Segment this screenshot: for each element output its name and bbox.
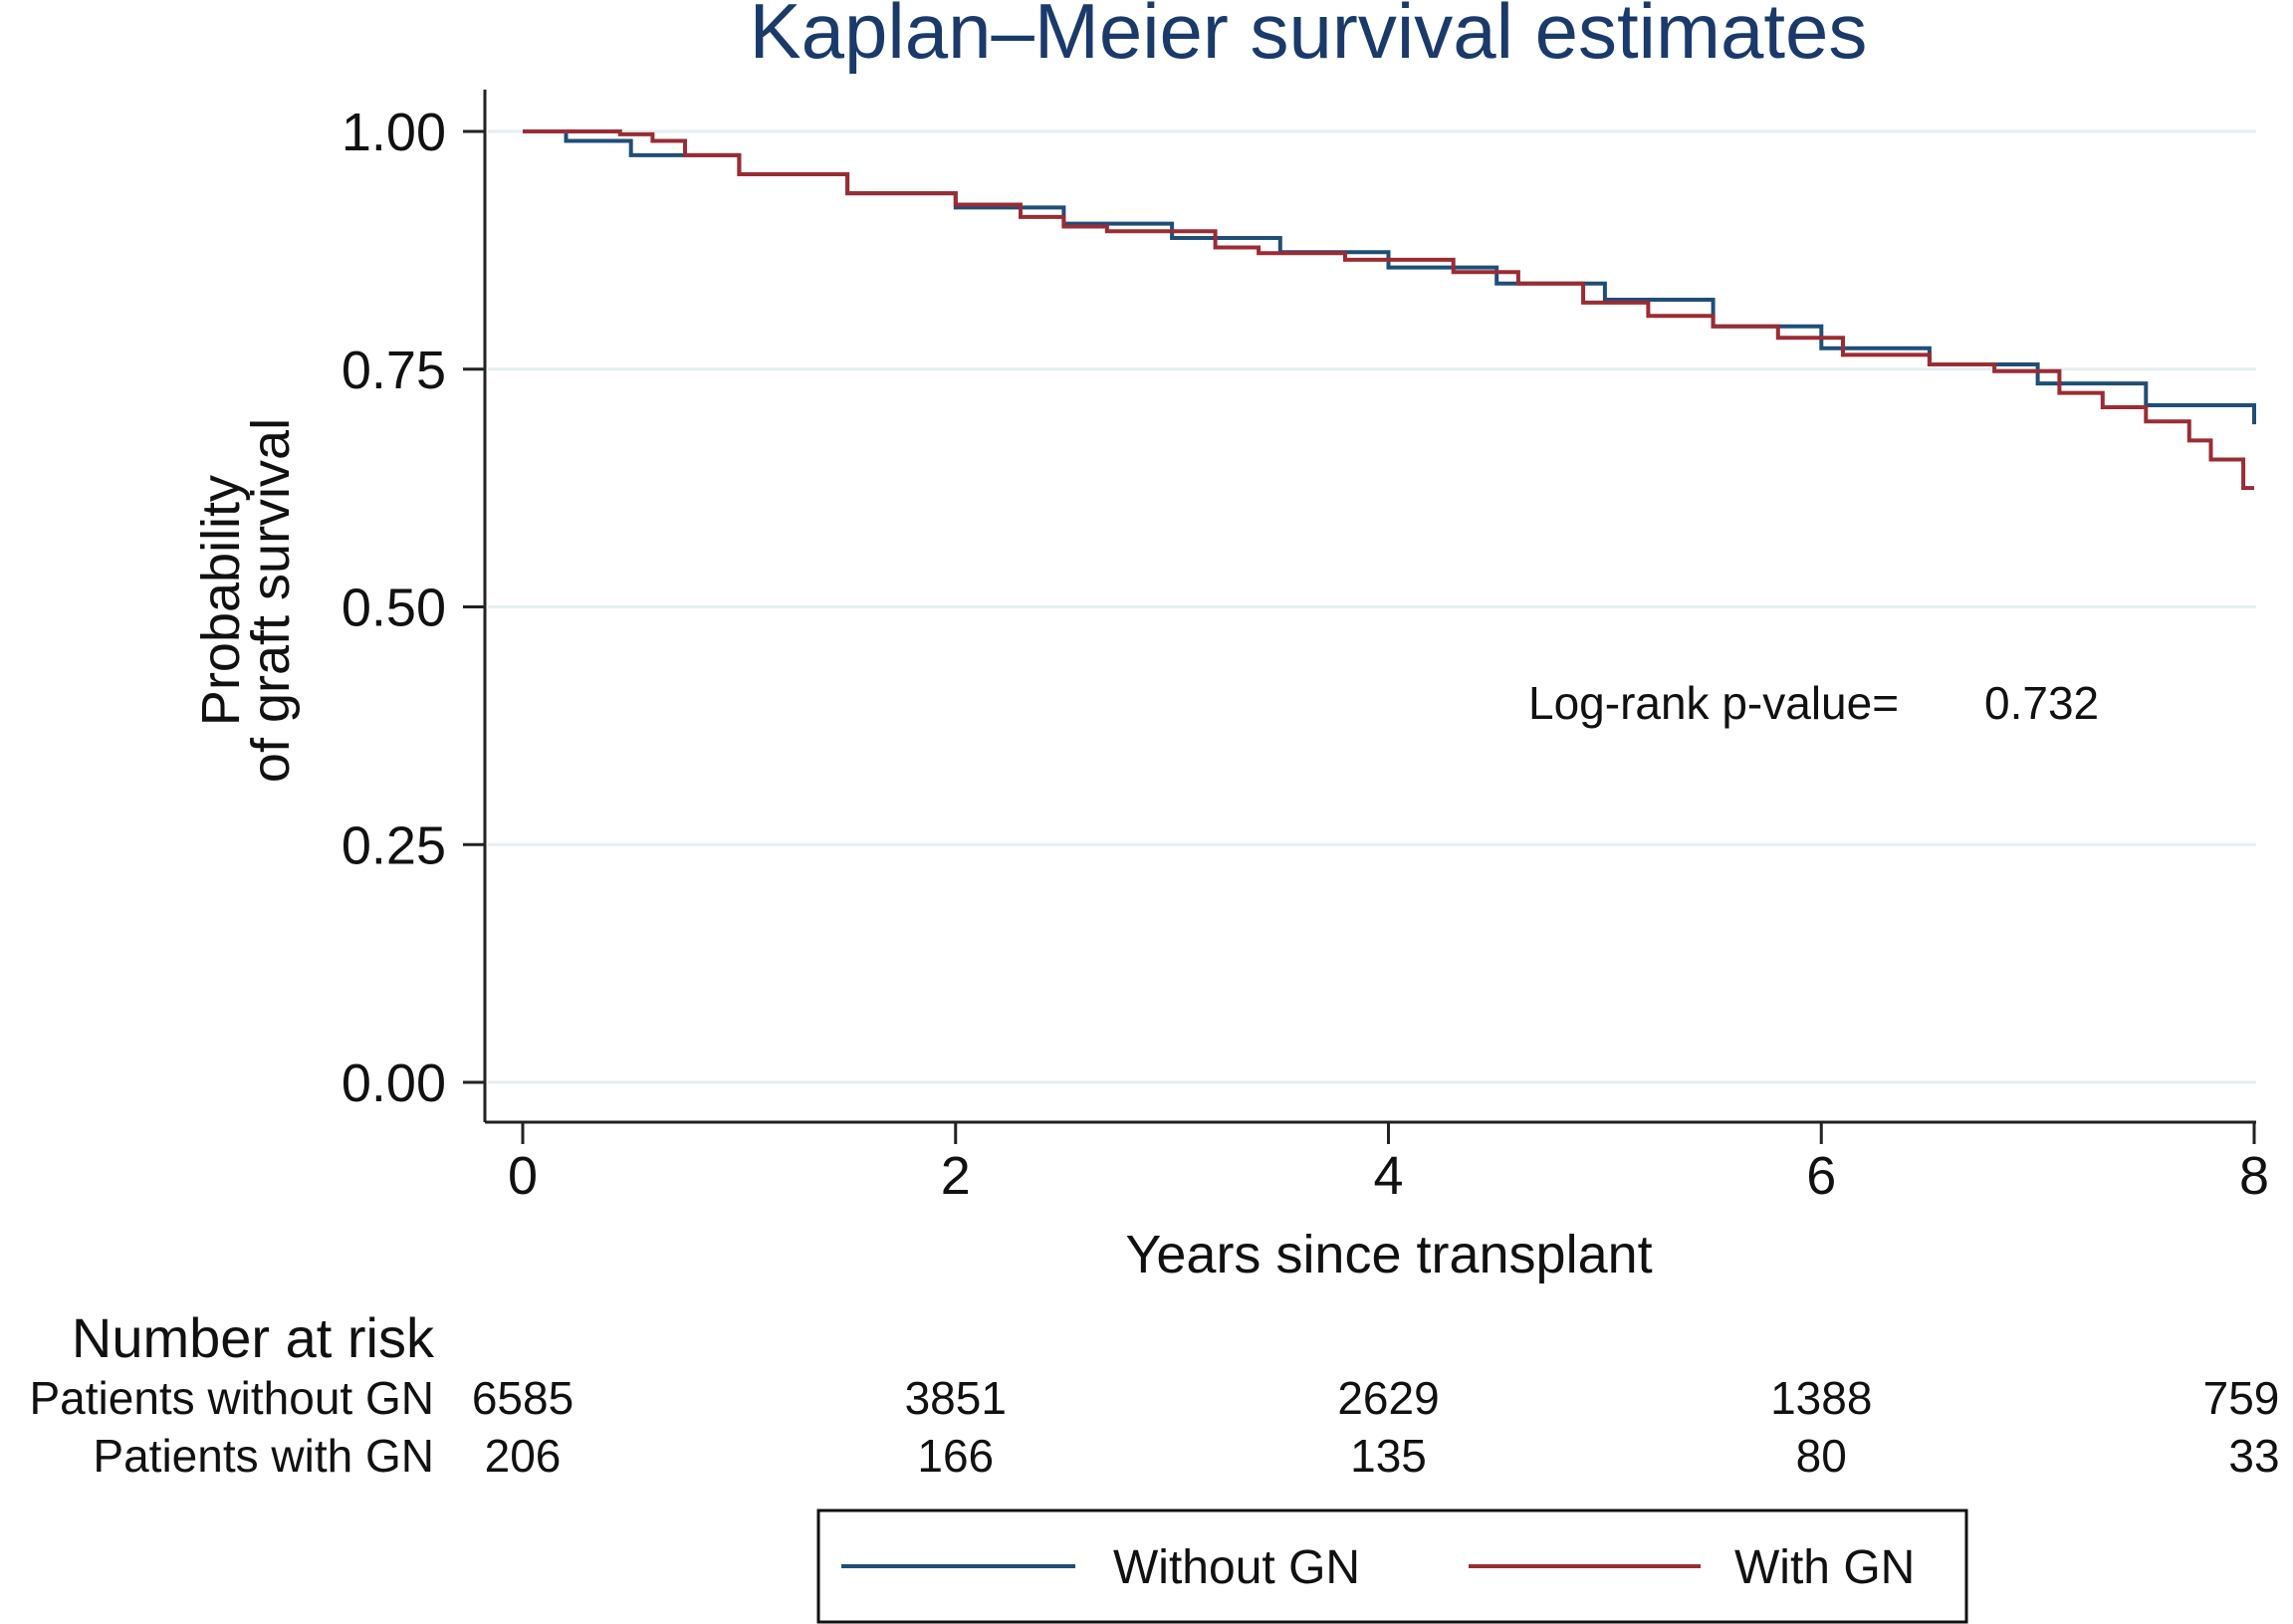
risk-value-0-0: 6585: [472, 1372, 573, 1424]
x-tick-label-4: 8: [2239, 1146, 2269, 1206]
risk-row-label-1: Patients with GN: [93, 1430, 434, 1482]
risk-value-1-2: 135: [1350, 1430, 1427, 1482]
x-tick-label-2: 4: [1373, 1146, 1403, 1206]
risk-table-header: Number at risk: [72, 1306, 435, 1369]
chart-title: Kaplan–Meier survival estimates: [750, 0, 1868, 75]
risk-value-0-4: 759: [2203, 1372, 2280, 1424]
logrank-value: 0.732: [1984, 677, 2099, 729]
risk-row-label-0: Patients without GN: [29, 1372, 434, 1424]
y-tick-label-1: 0.25: [342, 815, 446, 875]
y-ticks: 0.00 0.25 0.50 0.75 1.00: [342, 103, 485, 1113]
x-axis-label: Years since transplant: [1125, 1225, 1652, 1284]
risk-value-1-0: 206: [485, 1430, 562, 1482]
legend-label-without-gn: Without GN: [1113, 1541, 1360, 1594]
x-tick-label-3: 6: [1806, 1146, 1836, 1206]
y-tick-label-0: 0.00: [342, 1053, 446, 1113]
risk-value-1-4: 33: [2228, 1430, 2279, 1482]
x-tick-label-1: 2: [941, 1146, 971, 1206]
risk-value-1-3: 80: [1796, 1430, 1847, 1482]
series-line-with-gn: [523, 129, 2254, 491]
y-tick-label-2: 0.50: [342, 579, 446, 638]
y-axis-label-line1: Probability: [191, 475, 251, 726]
y-axis-label: Probability of graft survival: [191, 418, 301, 783]
x-tick-label-0: 0: [508, 1146, 538, 1206]
x-ticks: 0 2 4 6 8: [508, 1122, 2269, 1206]
y-axis-label-line2: of graft survival: [241, 418, 301, 783]
series-group: [523, 129, 2256, 491]
risk-value-0-1: 3851: [905, 1372, 1007, 1424]
risk-table: Patients without GN 6585 3851 2629 1388 759 Pa…: [29, 1372, 2279, 1482]
y-tick-label-3: 0.75: [342, 341, 446, 400]
risk-value-0-3: 1388: [1770, 1372, 1872, 1424]
risk-value-0-2: 2629: [1337, 1372, 1439, 1424]
legend: Without GN With GN: [816, 1508, 1968, 1624]
gridlines: [488, 129, 2256, 1084]
risk-value-1-1: 166: [917, 1430, 994, 1482]
logrank-label: Log-rank p-value=: [1528, 677, 1899, 729]
y-tick-label-4: 1.00: [342, 103, 446, 162]
legend-label-with-gn: With GN: [1734, 1541, 1915, 1594]
